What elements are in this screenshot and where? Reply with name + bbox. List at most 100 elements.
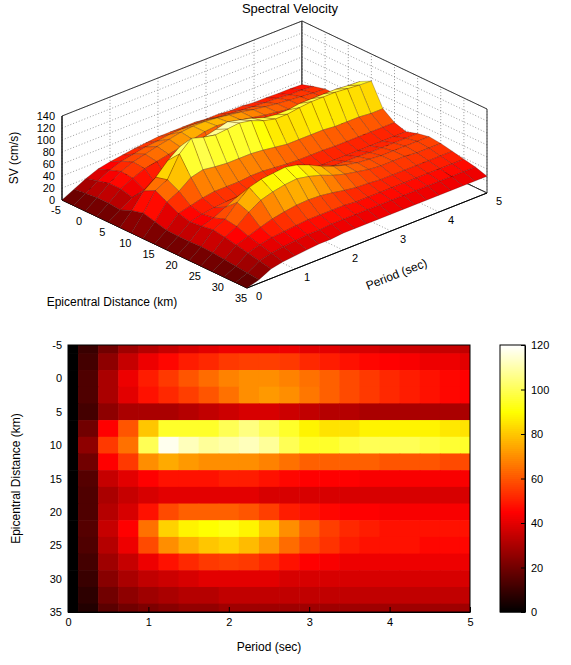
heat-cell — [219, 504, 240, 521]
heat-cell — [279, 537, 300, 554]
heat-cell — [440, 587, 461, 604]
grid-line — [85, 32, 325, 211]
heat-cell — [279, 604, 300, 612]
heat-cell — [420, 520, 441, 537]
heat-cell — [68, 453, 79, 470]
heat-cell — [359, 370, 380, 387]
heat-cell — [460, 487, 470, 504]
heat-cell — [279, 403, 300, 420]
heat-cell — [299, 453, 320, 470]
heat-cell — [400, 554, 421, 571]
heat-cell — [380, 387, 401, 404]
tick-mark — [68, 512, 73, 513]
tick: 15 — [50, 473, 73, 485]
colorbar: 020406080100120 — [500, 339, 549, 618]
tick-mark — [68, 479, 73, 480]
heat-cell — [259, 437, 280, 454]
heat-cell — [239, 604, 260, 612]
grid-line — [62, 116, 247, 288]
heat-cell — [440, 604, 461, 612]
tick-label: 30 — [212, 281, 224, 293]
heat-cell — [68, 403, 79, 420]
tick-label: 5 — [99, 226, 105, 238]
heat-cell — [400, 420, 421, 437]
heat-cell — [138, 345, 159, 354]
heat-cell — [380, 403, 401, 420]
heat-cell — [179, 487, 200, 504]
heat-cell — [158, 504, 179, 521]
tick: 3 — [307, 607, 313, 628]
heat-cell — [138, 554, 159, 571]
heat-cell — [158, 520, 179, 537]
heat-cell — [98, 420, 119, 437]
heat-cell — [138, 370, 159, 387]
grid-line — [62, 57, 487, 152]
tick-mark — [521, 568, 525, 569]
heat-cell — [68, 487, 79, 504]
tick-label: 25 — [50, 539, 62, 551]
tick: 1 — [146, 607, 152, 628]
tick: 120 — [521, 339, 549, 351]
heat-cell — [138, 353, 159, 370]
tick-mark — [68, 445, 73, 446]
axis-title: Period (sec) — [364, 256, 429, 293]
heat-cell — [138, 403, 159, 420]
tick-mark — [521, 434, 525, 435]
tick-label: 120 — [37, 122, 55, 134]
heat-cell — [400, 487, 421, 504]
heat-cell — [319, 587, 340, 604]
heat-cell — [239, 554, 260, 571]
heat-cell — [239, 570, 260, 587]
heat-cell — [118, 554, 139, 571]
heat-cell — [138, 437, 159, 454]
heat-cell — [400, 470, 421, 487]
heat-cell — [179, 403, 200, 420]
heat-cell — [440, 554, 461, 571]
heat-cell — [339, 487, 360, 504]
heat-cell — [440, 370, 461, 387]
tick-mark — [68, 412, 73, 413]
heat-cell — [138, 420, 159, 437]
heat-cell — [78, 453, 99, 470]
heat-cell — [380, 353, 401, 370]
axis-line — [62, 116, 63, 200]
heat-cell — [259, 370, 280, 387]
heat-cell — [460, 520, 470, 537]
heat-cell — [259, 554, 280, 571]
heat-cell — [239, 470, 260, 487]
heat-cell — [98, 604, 119, 612]
heat-cell — [199, 370, 220, 387]
heat-cell — [339, 353, 360, 370]
heat-cell — [460, 370, 470, 387]
tick: 25 — [50, 539, 73, 551]
heat-cell — [219, 453, 240, 470]
heat-cell — [219, 437, 240, 454]
heat-cell — [359, 387, 380, 404]
tick: 20 — [50, 506, 73, 518]
heat-cell — [199, 587, 220, 604]
heat-cell — [400, 520, 421, 537]
heat-cell — [420, 387, 441, 404]
heat-cell — [319, 370, 340, 387]
grid-line — [62, 21, 302, 200]
heat-cell — [78, 537, 99, 554]
heat-cell — [78, 504, 99, 521]
heat-cell — [420, 587, 441, 604]
heat-cell — [118, 604, 139, 612]
grid-line — [110, 97, 295, 269]
grid-line — [155, 65, 395, 244]
heat-cell — [400, 387, 421, 404]
heat-cell — [219, 487, 240, 504]
tick-mark — [521, 523, 525, 524]
heat-cell — [420, 403, 441, 420]
heat-cell — [279, 370, 300, 387]
axis-title: Epicentral Distance (km) — [9, 413, 23, 544]
heat-cell — [118, 470, 139, 487]
heat-cell — [380, 604, 401, 612]
heat-cell — [179, 437, 200, 454]
heat-cell — [339, 453, 360, 470]
heat-cell — [299, 587, 320, 604]
heat-cell — [460, 470, 470, 487]
heat-cell — [299, 504, 320, 521]
heat-cell — [440, 420, 461, 437]
